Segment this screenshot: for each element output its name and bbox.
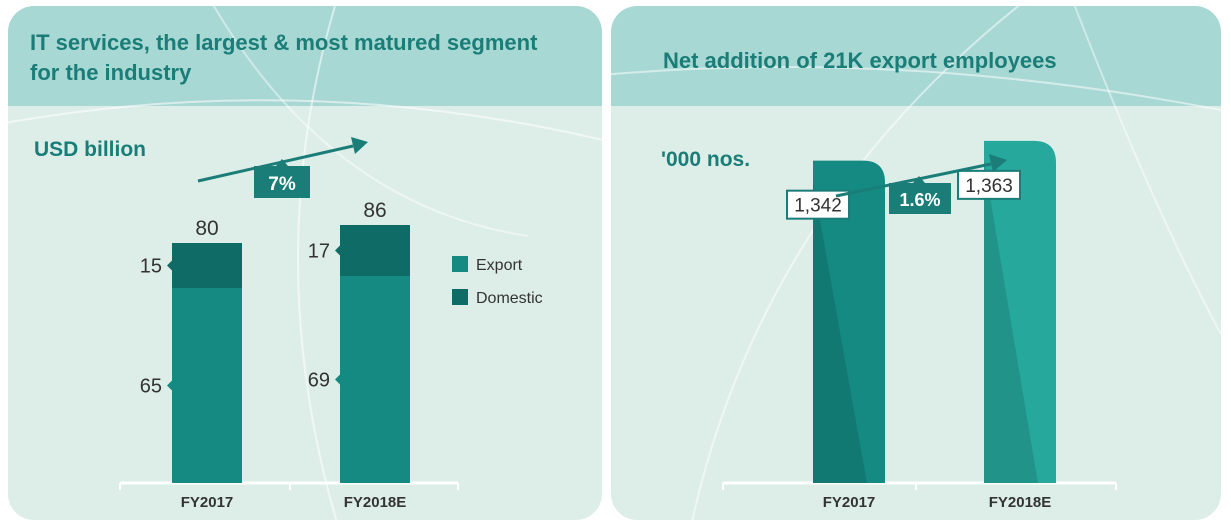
legend-label: Export: [476, 257, 523, 274]
growth-arrowhead: [989, 154, 1007, 172]
it-services-panel: IT services, the largest & most matured …: [8, 6, 602, 520]
growth-arrowhead: [351, 137, 368, 154]
domestic-marker: [167, 260, 172, 271]
growth-label: 1.6%: [899, 190, 940, 210]
growth-arrow-line: [197, 144, 354, 183]
unit-label: USD billion: [34, 138, 146, 161]
growth-badge: [254, 166, 310, 198]
stacked-bar-chart: 65 15 80 FY2017 69 17 86 FY2018E 7% Export Domesti…: [119, 137, 543, 511]
export-marker: [335, 374, 340, 385]
total-value-label: 86: [363, 199, 386, 222]
bar-export: [340, 276, 410, 483]
growth-arrow-line: [835, 162, 992, 198]
bar-shade: [984, 160, 1038, 483]
unit-label: '000 nos.: [661, 148, 751, 171]
growth-badge: [889, 183, 951, 214]
chart-title: IT services, the largest & most matured …: [30, 30, 538, 85]
x-tick-label: FY2017: [823, 494, 876, 511]
chart-title: Net addition of 21K export employees: [663, 48, 1057, 73]
legend-label: Domestic: [476, 290, 543, 307]
legend-swatch: [452, 256, 468, 272]
x-tick-label: FY2018E: [344, 494, 407, 511]
value-label-box: [957, 169, 1021, 200]
growth-badge-pointer: [913, 176, 925, 183]
legend-swatch: [452, 289, 468, 305]
employees-panel: Net addition of 21K export employees '00…: [611, 6, 1221, 520]
export-value-label: 65: [140, 376, 162, 398]
bar: [984, 140, 1056, 483]
domestic-marker: [335, 245, 340, 256]
export-marker: [167, 380, 172, 391]
value-label: 1,363: [965, 176, 1013, 197]
bar-domestic: [172, 243, 242, 288]
export-value-label: 69: [308, 370, 330, 392]
value-label: 1,342: [794, 196, 842, 217]
bar-export: [172, 288, 242, 483]
domestic-value-label: 17: [308, 241, 330, 263]
x-tick-label: FY2017: [181, 494, 234, 511]
x-tick-label: FY2018E: [989, 494, 1052, 511]
bar: [813, 160, 885, 484]
domestic-value-label: 15: [140, 256, 162, 278]
bar-shade: [813, 180, 867, 484]
bar-chart: 1,342 FY2017 1,363 FY2018E 1.6%: [722, 140, 1117, 511]
total-value-label: 80: [195, 217, 218, 240]
bar-domestic: [340, 225, 410, 276]
growth-badge-pointer: [276, 159, 288, 166]
growth-label: 7%: [268, 174, 296, 195]
